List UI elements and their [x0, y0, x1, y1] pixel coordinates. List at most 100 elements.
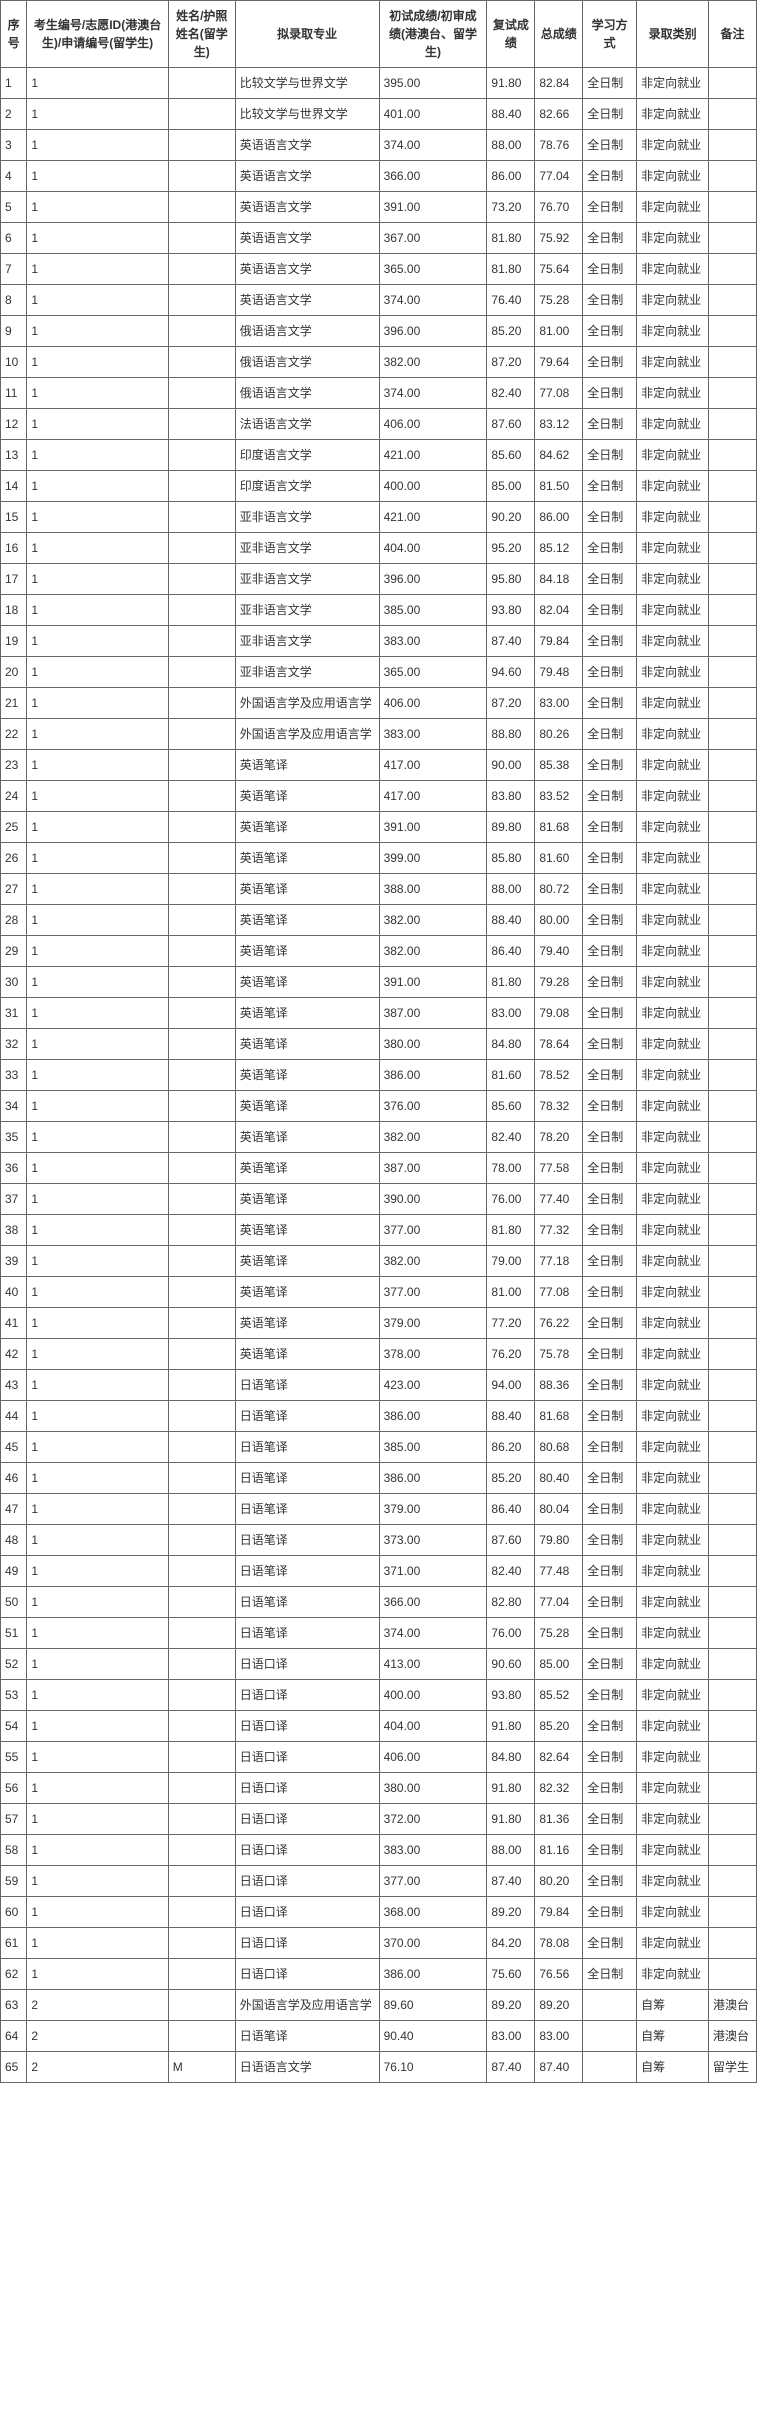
cell-mode: 全日制: [583, 1339, 637, 1370]
cell-name: [168, 1587, 235, 1618]
cell-score1: 396.00: [379, 564, 487, 595]
cell-major: 日语笔译: [235, 1401, 379, 1432]
cell-score2: 87.40: [487, 1866, 535, 1897]
table-row: 11比较文学与世界文学395.0091.8082.84全日制非定向就业: [1, 68, 757, 99]
cell-score2: 91.80: [487, 1804, 535, 1835]
cell-seq: 51: [1, 1618, 27, 1649]
cell-id: 1: [27, 316, 168, 347]
cell-score1: 382.00: [379, 1122, 487, 1153]
table-row: 51英语语言文学391.0073.2076.70全日制非定向就业: [1, 192, 757, 223]
cell-type: 非定向就业: [637, 1339, 709, 1370]
cell-name: [168, 1618, 235, 1649]
cell-seq: 25: [1, 812, 27, 843]
cell-id: 1: [27, 1370, 168, 1401]
cell-mode: 全日制: [583, 99, 637, 130]
cell-major: 比较文学与世界文学: [235, 68, 379, 99]
cell-name: [168, 1401, 235, 1432]
cell-score1: 400.00: [379, 471, 487, 502]
cell-seq: 20: [1, 657, 27, 688]
cell-type: 非定向就业: [637, 1897, 709, 1928]
cell-mode: 全日制: [583, 781, 637, 812]
cell-major: 日语笔译: [235, 1618, 379, 1649]
cell-score2: 87.60: [487, 409, 535, 440]
cell-score1: 371.00: [379, 1556, 487, 1587]
cell-score1: 423.00: [379, 1370, 487, 1401]
cell-id: 1: [27, 1866, 168, 1897]
cell-seq: 49: [1, 1556, 27, 1587]
cell-type: 非定向就业: [637, 347, 709, 378]
cell-seq: 9: [1, 316, 27, 347]
cell-mode: 全日制: [583, 719, 637, 750]
cell-note: [709, 1494, 757, 1525]
cell-score1: 382.00: [379, 1246, 487, 1277]
cell-note: [709, 161, 757, 192]
cell-score1: 365.00: [379, 657, 487, 688]
cell-seq: 22: [1, 719, 27, 750]
cell-note: [709, 1928, 757, 1959]
cell-id: 1: [27, 533, 168, 564]
table-row: 61英语语言文学367.0081.8075.92全日制非定向就业: [1, 223, 757, 254]
cell-name: [168, 1246, 235, 1277]
cell-id: 1: [27, 1029, 168, 1060]
cell-mode: 全日制: [583, 378, 637, 409]
cell-major: 英语语言文学: [235, 254, 379, 285]
cell-type: 非定向就业: [637, 688, 709, 719]
cell-note: [709, 1742, 757, 1773]
cell-note: [709, 719, 757, 750]
cell-name: [168, 2021, 235, 2052]
cell-type: 非定向就业: [637, 1866, 709, 1897]
cell-name: [168, 750, 235, 781]
cell-id: 1: [27, 1680, 168, 1711]
cell-note: [709, 130, 757, 161]
cell-seq: 54: [1, 1711, 27, 1742]
cell-type: 非定向就业: [637, 471, 709, 502]
cell-major: 英语笔译: [235, 998, 379, 1029]
cell-seq: 1: [1, 68, 27, 99]
cell-type: 非定向就业: [637, 533, 709, 564]
cell-mode: 全日制: [583, 316, 637, 347]
cell-score1: 386.00: [379, 1401, 487, 1432]
cell-name: [168, 1649, 235, 1680]
cell-score2: 88.80: [487, 719, 535, 750]
cell-score2: 75.60: [487, 1959, 535, 1990]
cell-seq: 4: [1, 161, 27, 192]
col-score2: 复试成绩: [487, 1, 535, 68]
cell-seq: 36: [1, 1153, 27, 1184]
cell-mode: 全日制: [583, 409, 637, 440]
cell-name: [168, 1556, 235, 1587]
cell-id: 2: [27, 2052, 168, 2083]
cell-name: [168, 1432, 235, 1463]
cell-major: 英语语言文学: [235, 161, 379, 192]
cell-total: 85.00: [535, 1649, 583, 1680]
cell-seq: 58: [1, 1835, 27, 1866]
cell-mode: 全日制: [583, 1401, 637, 1432]
cell-name: [168, 161, 235, 192]
table-row: 601日语口译368.0089.2079.84全日制非定向就业: [1, 1897, 757, 1928]
cell-total: 80.04: [535, 1494, 583, 1525]
cell-type: 非定向就业: [637, 657, 709, 688]
cell-note: [709, 1680, 757, 1711]
cell-total: 79.64: [535, 347, 583, 378]
cell-seq: 12: [1, 409, 27, 440]
cell-type: 非定向就业: [637, 99, 709, 130]
cell-type: 非定向就业: [637, 1122, 709, 1153]
cell-mode: 全日制: [583, 471, 637, 502]
cell-major: 日语笔译: [235, 1463, 379, 1494]
table-row: 642日语笔译90.4083.0083.00自筹港澳台: [1, 2021, 757, 2052]
table-row: 181亚非语言文学385.0093.8082.04全日制非定向就业: [1, 595, 757, 626]
cell-mode: 全日制: [583, 1618, 637, 1649]
cell-note: [709, 1587, 757, 1618]
cell-score2: 85.60: [487, 440, 535, 471]
cell-type: 非定向就业: [637, 1060, 709, 1091]
table-row: 491日语笔译371.0082.4077.48全日制非定向就业: [1, 1556, 757, 1587]
cell-id: 1: [27, 1804, 168, 1835]
cell-score2: 89.20: [487, 1897, 535, 1928]
cell-mode: 全日制: [583, 874, 637, 905]
cell-major: 日语笔译: [235, 1370, 379, 1401]
cell-mode: 全日制: [583, 285, 637, 316]
cell-id: 1: [27, 750, 168, 781]
cell-total: 81.60: [535, 843, 583, 874]
cell-seq: 11: [1, 378, 27, 409]
cell-name: [168, 254, 235, 285]
cell-name: [168, 1060, 235, 1091]
